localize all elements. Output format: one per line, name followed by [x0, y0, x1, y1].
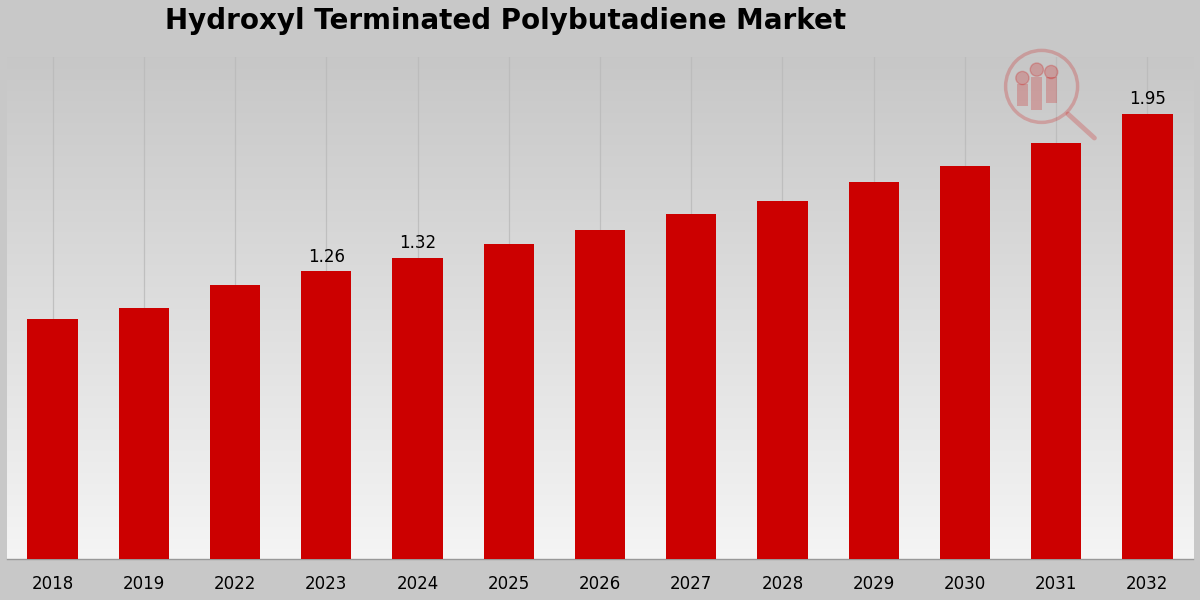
Bar	[392, 257, 443, 559]
Circle shape	[1030, 63, 1043, 76]
Circle shape	[1015, 71, 1030, 85]
Bar	[28, 319, 78, 559]
Bar	[301, 271, 352, 559]
Bar	[1122, 114, 1172, 559]
Bar	[484, 244, 534, 559]
Bar	[666, 214, 716, 559]
Title: Hydroxyl Terminated Polybutadiene Market: Hydroxyl Terminated Polybutadiene Market	[164, 7, 846, 35]
Bar	[848, 182, 899, 559]
Text: 1.95: 1.95	[1129, 90, 1166, 108]
Bar	[1031, 143, 1081, 559]
Bar	[757, 200, 808, 559]
Bar	[575, 230, 625, 559]
Bar	[1032, 77, 1042, 110]
Circle shape	[1045, 65, 1058, 79]
Text: 1.32: 1.32	[398, 234, 436, 252]
Text: 1.26: 1.26	[307, 248, 344, 266]
Bar	[210, 285, 260, 559]
Bar	[1046, 77, 1056, 103]
Bar	[119, 308, 169, 559]
Bar	[940, 166, 990, 559]
Bar	[1018, 84, 1027, 106]
